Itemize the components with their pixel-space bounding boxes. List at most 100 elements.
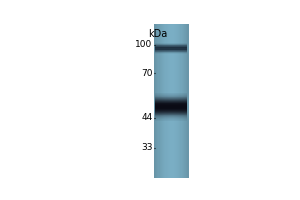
- Bar: [155, 100, 188, 101]
- Bar: [155, 97, 188, 98]
- Bar: [154, 24, 155, 178]
- Bar: [155, 47, 188, 48]
- Bar: [155, 101, 188, 102]
- Text: kDa: kDa: [148, 29, 167, 39]
- Bar: [155, 101, 188, 102]
- Bar: [179, 24, 181, 178]
- Bar: [155, 53, 188, 54]
- Bar: [155, 108, 188, 109]
- Bar: [184, 24, 185, 178]
- Bar: [155, 47, 188, 48]
- Bar: [155, 109, 188, 110]
- Bar: [178, 24, 179, 178]
- Bar: [176, 24, 177, 178]
- Bar: [155, 52, 188, 53]
- Bar: [155, 96, 188, 97]
- Bar: [155, 53, 188, 54]
- Bar: [171, 24, 172, 178]
- Bar: [155, 44, 188, 45]
- Bar: [155, 48, 188, 49]
- Bar: [155, 96, 188, 97]
- Bar: [181, 24, 182, 178]
- Text: 33: 33: [141, 143, 153, 152]
- Bar: [155, 45, 188, 46]
- Bar: [155, 45, 188, 46]
- Bar: [186, 24, 188, 178]
- Bar: [183, 24, 184, 178]
- Bar: [177, 24, 178, 178]
- Bar: [155, 104, 188, 105]
- Bar: [155, 51, 188, 52]
- Bar: [155, 51, 188, 52]
- Bar: [155, 99, 188, 100]
- Bar: [155, 49, 188, 50]
- Bar: [164, 24, 165, 178]
- Bar: [155, 99, 188, 100]
- Bar: [170, 24, 171, 178]
- Bar: [155, 110, 188, 111]
- Text: 100: 100: [135, 40, 153, 49]
- Bar: [167, 24, 168, 178]
- Bar: [188, 24, 189, 178]
- Bar: [155, 113, 188, 114]
- Bar: [155, 44, 188, 45]
- Text: 70: 70: [141, 69, 153, 78]
- Bar: [155, 93, 188, 94]
- Bar: [169, 24, 170, 178]
- Bar: [155, 118, 188, 119]
- Bar: [155, 46, 188, 47]
- Bar: [155, 51, 188, 52]
- Bar: [155, 50, 188, 51]
- Bar: [155, 44, 188, 45]
- Bar: [155, 46, 188, 47]
- Bar: [161, 24, 162, 178]
- Bar: [155, 102, 188, 103]
- Bar: [155, 107, 188, 108]
- Bar: [155, 93, 188, 94]
- Bar: [155, 50, 188, 51]
- Bar: [155, 112, 188, 113]
- Bar: [155, 115, 188, 116]
- Bar: [168, 24, 169, 178]
- Bar: [155, 114, 188, 115]
- Bar: [163, 24, 164, 178]
- Bar: [155, 107, 188, 108]
- Bar: [155, 116, 188, 117]
- Bar: [155, 106, 188, 107]
- Bar: [155, 102, 188, 103]
- Bar: [155, 119, 188, 120]
- Bar: [155, 106, 188, 107]
- Bar: [155, 100, 188, 101]
- Bar: [155, 44, 188, 45]
- Bar: [155, 120, 188, 121]
- Bar: [155, 116, 188, 117]
- Bar: [155, 53, 188, 54]
- Bar: [155, 43, 188, 44]
- Bar: [155, 95, 188, 96]
- Bar: [155, 98, 188, 99]
- Bar: [155, 52, 188, 53]
- Bar: [155, 112, 188, 113]
- Bar: [155, 45, 188, 46]
- Bar: [155, 51, 188, 52]
- Bar: [155, 117, 188, 118]
- Text: 44: 44: [141, 113, 153, 122]
- Bar: [155, 111, 188, 112]
- Bar: [155, 52, 188, 53]
- Bar: [185, 24, 186, 178]
- Bar: [155, 94, 188, 95]
- Bar: [155, 24, 156, 178]
- Bar: [155, 43, 188, 44]
- Bar: [155, 48, 188, 49]
- Bar: [155, 110, 188, 111]
- Bar: [155, 97, 188, 98]
- Bar: [155, 104, 188, 105]
- Bar: [155, 105, 188, 106]
- Bar: [173, 24, 175, 178]
- Bar: [155, 45, 188, 46]
- Bar: [155, 111, 188, 112]
- Bar: [155, 46, 188, 47]
- Bar: [155, 52, 188, 53]
- Bar: [155, 98, 188, 99]
- Bar: [155, 94, 188, 95]
